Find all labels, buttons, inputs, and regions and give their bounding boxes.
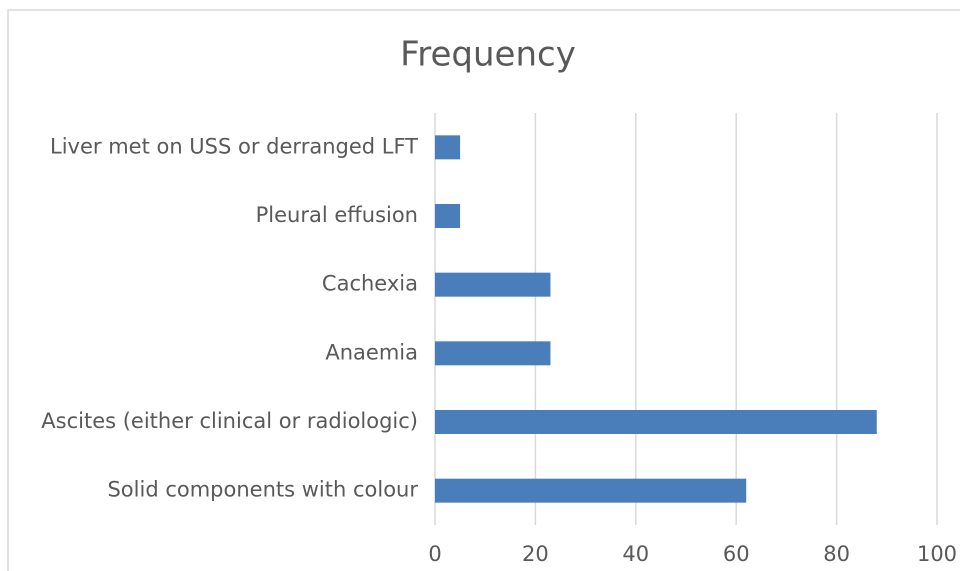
bar <box>435 341 551 366</box>
bar <box>435 135 461 160</box>
bar <box>435 204 461 228</box>
x-tick-label: 20 <box>522 542 549 566</box>
y-tick-label: Solid components with colour <box>107 478 418 502</box>
x-tick-label: 40 <box>622 542 649 566</box>
y-tick-label: Ascites (either clinical or radiologic) <box>41 409 418 433</box>
y-tick-label: Liver met on USS or derranged LFT <box>50 134 418 158</box>
y-tick-label: Pleural effusion <box>256 203 418 227</box>
x-tick-label: 60 <box>723 542 750 566</box>
chart-title: Frequency <box>400 35 576 75</box>
bar <box>435 410 877 434</box>
bar <box>435 272 551 297</box>
y-tick-label: Cachexia <box>322 272 418 296</box>
x-tick-label: 100 <box>917 542 957 566</box>
y-tick-label: Anaemia <box>325 340 418 364</box>
bar <box>435 478 747 503</box>
x-tick-label: 0 <box>428 542 441 566</box>
x-tick-label: 80 <box>823 542 850 566</box>
